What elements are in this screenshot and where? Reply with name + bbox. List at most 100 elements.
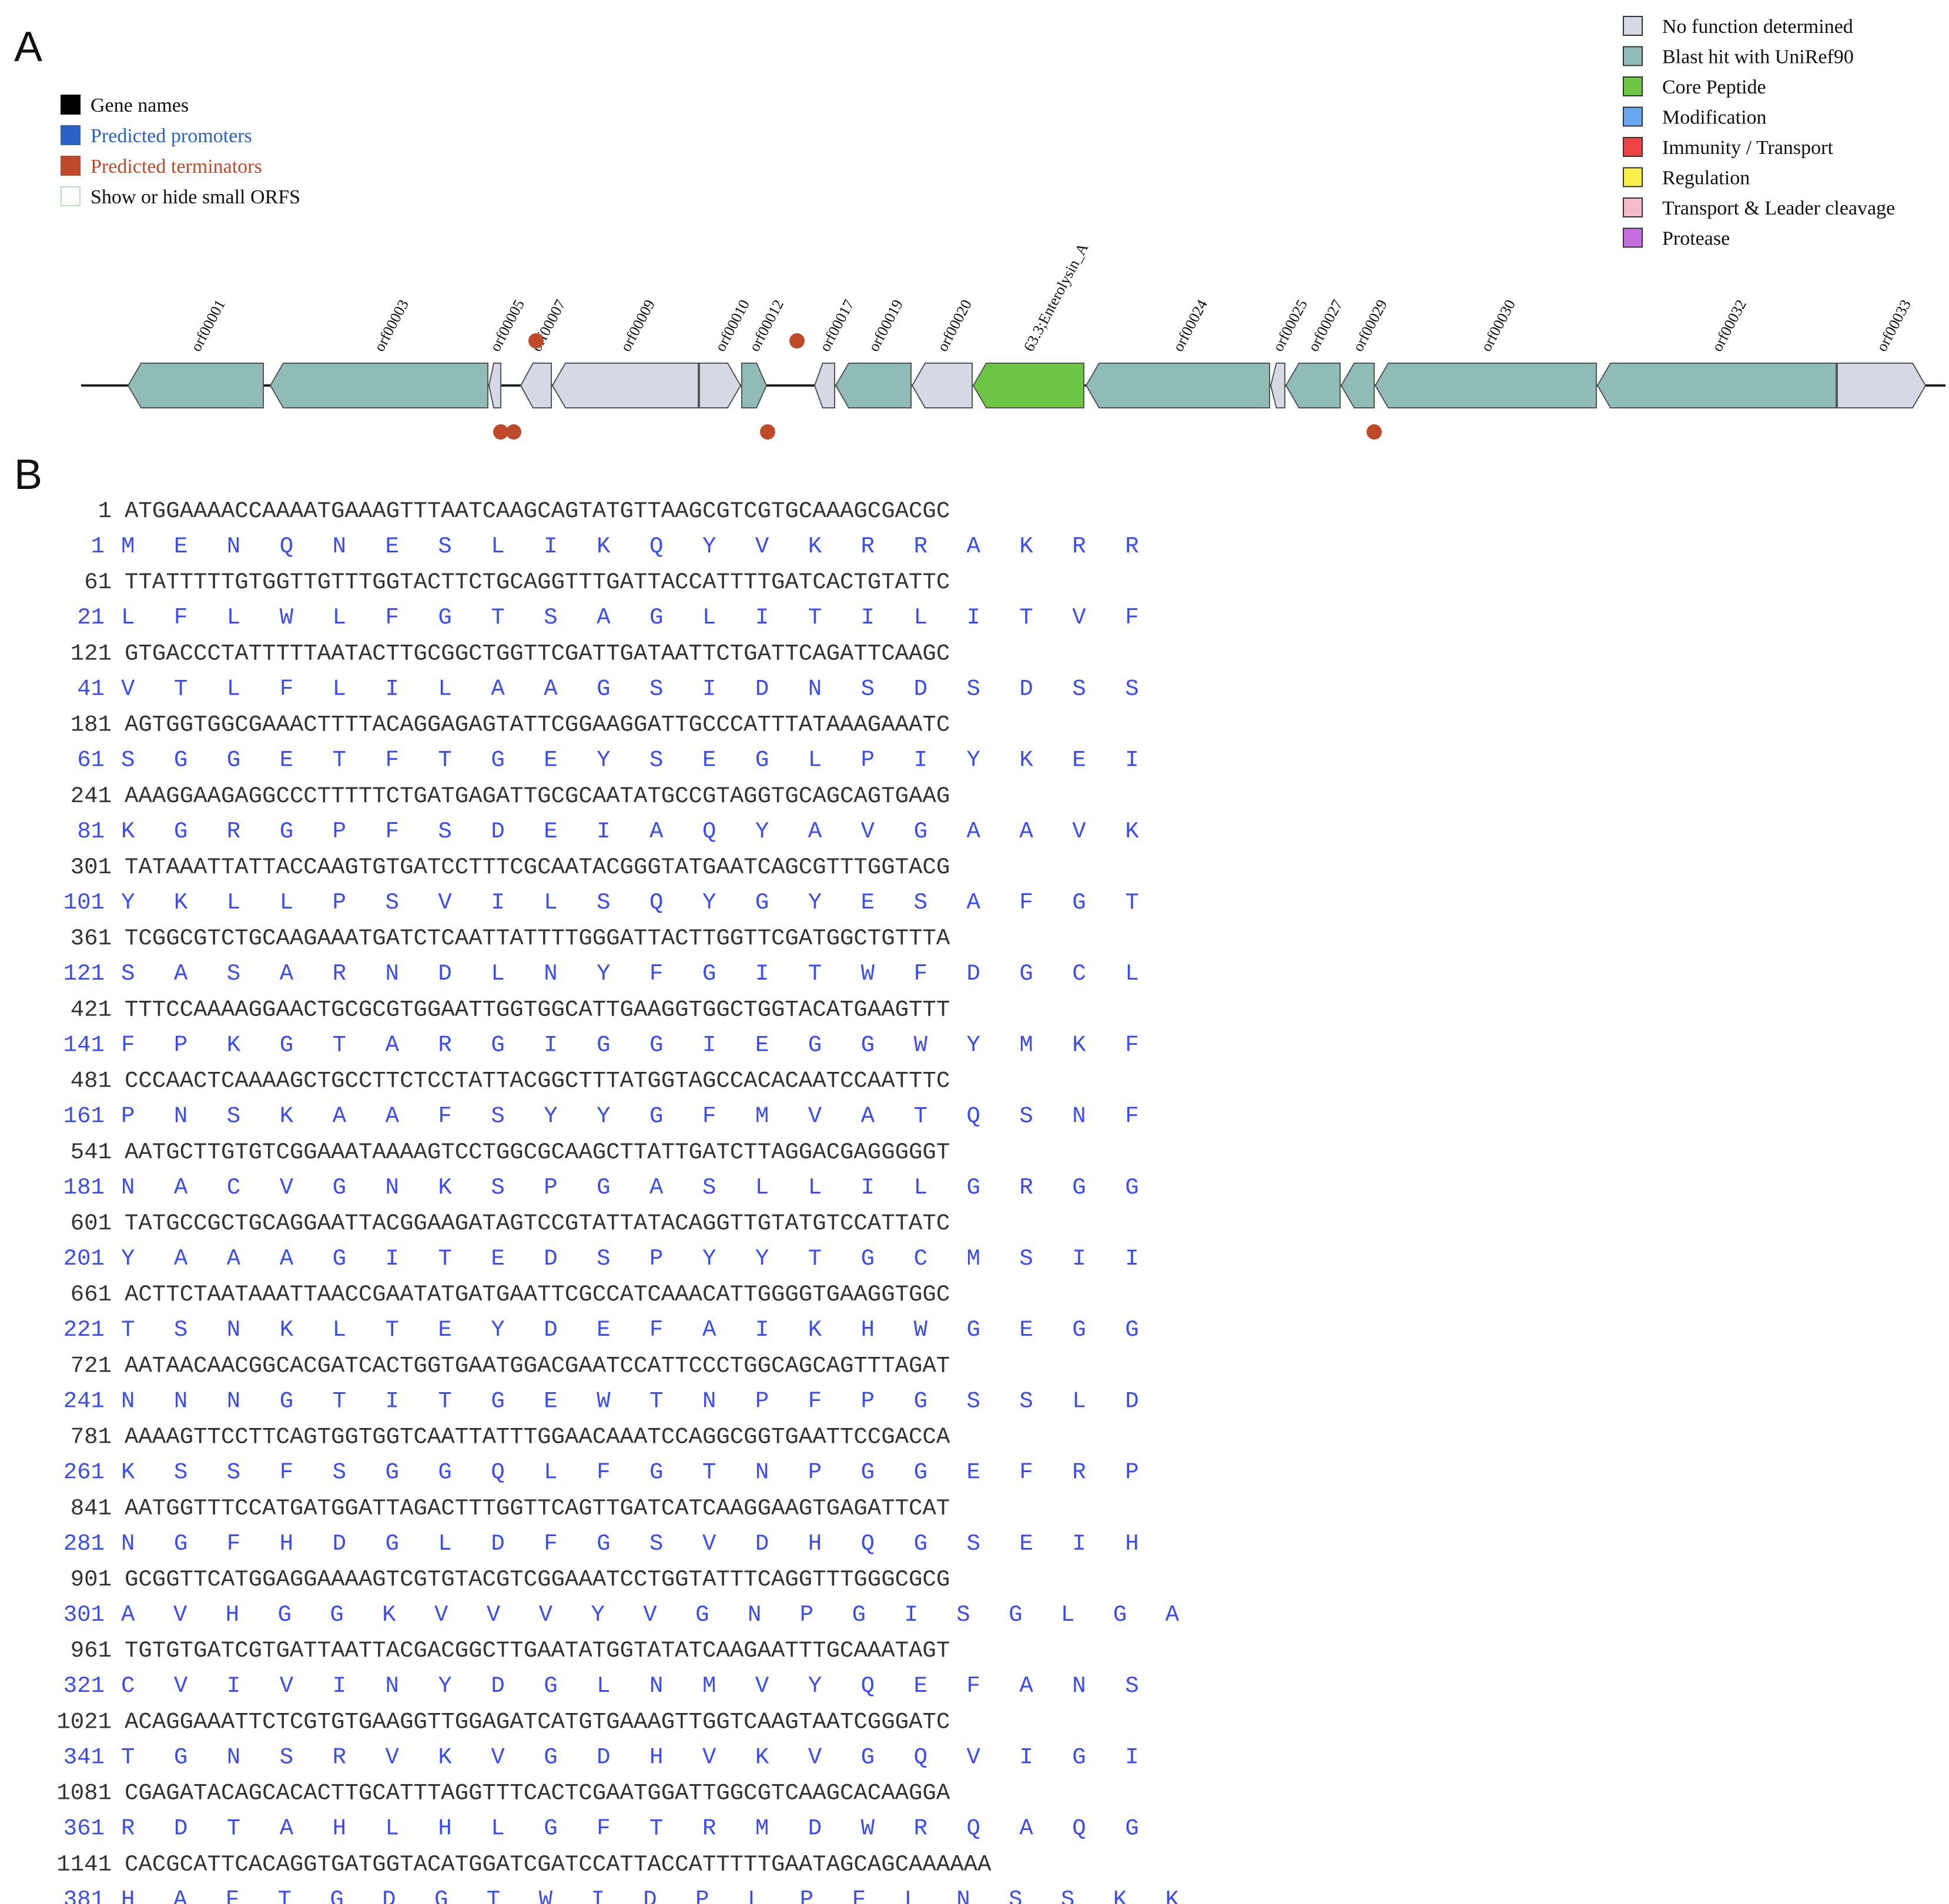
nt-position: 421	[71, 997, 112, 1023]
gene-arrow[interactable]	[551, 363, 699, 408]
sequence-panel: 1 ATGGAAAACCAAAATGAAAGTTTAATCAAGCAGTATGTT…	[56, 498, 1179, 1904]
amino-acid-row: P N S K A A F S Y Y G F M V A T Q S N F	[121, 1104, 1139, 1129]
gene-arrow[interactable]	[269, 363, 488, 408]
legend-label: Regulation	[1662, 167, 1750, 189]
nucleotide-row: TATAAATTATTACCAAGTGTGATCCTTTCGCAATACGGGT…	[125, 854, 950, 880]
nt-position: 181	[71, 712, 112, 738]
aa-position: 121	[63, 961, 105, 987]
terminator-dot	[1367, 424, 1382, 440]
legend-label: Modification	[1662, 107, 1767, 129]
nucleotide-row: AAAAGTTCCTTCAGTGGTGGTCAATTATTTGGAACAAATC…	[125, 1424, 950, 1450]
legend-swatch[interactable]	[61, 125, 81, 145]
gene-name-label: orf00020	[934, 297, 975, 354]
nt-position: 361	[71, 926, 112, 951]
gene-arrow[interactable]	[813, 363, 835, 408]
gene-arrow[interactable]	[1596, 363, 1837, 408]
nt-position: 1081	[56, 1781, 112, 1806]
legend-label: Transport & Leader cleavage	[1662, 197, 1895, 219]
aa-position: 61	[77, 747, 105, 773]
nt-position: 961	[71, 1638, 112, 1664]
aa-position: 321	[63, 1673, 105, 1699]
terminator-dot	[760, 424, 775, 440]
gene-name-label: orf00005	[487, 297, 528, 354]
gene-name-label: orf00030	[1478, 297, 1519, 354]
track-legend: Gene names Predicted promoters Predicted t…	[61, 95, 300, 208]
nt-position: 481	[71, 1068, 112, 1094]
aa-position: 201	[63, 1246, 105, 1272]
nucleotide-row: CCCAACTCAAAAGCTGCCTTCTCCTATTACGGCTTTATGG…	[125, 1068, 950, 1094]
aa-position: 241	[63, 1388, 105, 1414]
gene-arrow[interactable]	[1085, 363, 1270, 408]
gene-arrow[interactable]	[699, 363, 742, 408]
legend-swatch	[1623, 16, 1643, 36]
nt-position: 1	[98, 498, 112, 524]
legend-swatch	[1623, 76, 1643, 96]
amino-acid-row: T G N S R V K V G D H V K V G Q V I G I	[121, 1744, 1139, 1770]
legend-label: Immunity / Transport	[1662, 137, 1833, 159]
amino-acid-row: R D T A H L H L G F T R M D W R Q A Q G	[121, 1816, 1139, 1842]
aa-position: 1	[91, 534, 105, 559]
gene-name-label: orf00009	[617, 297, 658, 354]
nucleotide-row: GTGACCCTATTTTTAATACTTGCGGCTGGTTCGATTGATA…	[125, 641, 950, 666]
nucleotide-row: AAAGGAAGAGGCCCTTTTTCTGATGAGATTGCGCAATATG…	[125, 783, 950, 809]
legend-swatch[interactable]	[61, 186, 81, 206]
legend-swatch[interactable]	[61, 95, 81, 115]
aa-position: 21	[77, 605, 105, 631]
gene-arrow[interactable]	[835, 363, 912, 408]
aa-position: 381	[63, 1887, 105, 1904]
aa-position: 141	[63, 1032, 105, 1058]
nucleotide-row: TGTGTGATCGTGATTAATTACGACGGCTTGAATATGGTAT…	[125, 1638, 950, 1664]
nt-position: 661	[71, 1282, 112, 1308]
nucleotide-row: AATGCTTGTGTCGGAAATAAAAGTCCTGGCGCAAGCTTAT…	[125, 1139, 950, 1165]
nucleotide-row: ATGGAAAACCAAAATGAAAGTTTAATCAAGCAGTATGTTA…	[125, 498, 950, 524]
gene-arrow[interactable]	[911, 363, 973, 408]
amino-acid-row: Y K L L P S V I L S Q Y G Y E S A F G T	[121, 890, 1139, 916]
gene-arrow[interactable]	[741, 363, 768, 408]
gene-map: orf00001 orf00003 orf00005 orf00007 orf00009…	[127, 240, 1927, 408]
terminator-dot	[528, 333, 544, 348]
nt-position: 841	[71, 1496, 112, 1521]
amino-acid-row: S A S A R N D L N Y F G I T W F D G C L	[121, 961, 1139, 987]
nucleotide-row: CACGCATTCACAGGTGATGGTACATGGATCGATCCATTAC…	[125, 1852, 992, 1878]
gene-arrow[interactable]	[488, 363, 501, 408]
nt-position: 1021	[56, 1709, 112, 1735]
gene-arrow[interactable]	[1270, 363, 1285, 408]
gene-name-label: 63.3;Enterolysin_A	[1020, 240, 1092, 354]
legend-label: Protease	[1662, 228, 1730, 250]
amino-acid-row: A V H G G K V V V Y V G N P G I S G L G …	[121, 1602, 1180, 1628]
amino-acid-row: T S N K L T E Y D E F A I K H W G E G G	[121, 1317, 1139, 1343]
amino-acid-row: K G R G P F S D E I A Q Y A V G A A V K	[121, 819, 1139, 844]
amino-acid-row: C V I V I N Y D G L N M V Y Q E F A N S	[121, 1673, 1139, 1699]
aa-position: 341	[63, 1744, 105, 1770]
nt-position: 1141	[56, 1852, 112, 1878]
nt-position: 781	[71, 1424, 112, 1450]
nucleotide-row: TTATTTTTGTGGTTGTTTGGTACTTCTGCAGGTTTGATTA…	[125, 569, 950, 595]
gene-arrow[interactable]	[1340, 363, 1375, 408]
gene-arrow[interactable]	[520, 363, 552, 408]
gene-arrow[interactable]	[127, 363, 264, 408]
nucleotide-row: AATAACAACGGCACGATCACTGGTGAATGGACGAATCCAT…	[125, 1353, 950, 1379]
aa-position: 281	[63, 1531, 105, 1557]
nt-position: 541	[71, 1139, 112, 1165]
gene-arrow[interactable]	[1837, 363, 1927, 408]
aa-position: 181	[63, 1175, 105, 1201]
legend-label: Gene names	[91, 95, 189, 116]
aa-position: 301	[63, 1602, 105, 1628]
nucleotide-row: TATGCCGCTGCAGGAATTACGGAAGATAGTCCGTATTATA…	[125, 1211, 950, 1236]
amino-acid-row: M E N Q N E S L I K Q Y V K R R A K R R	[121, 534, 1139, 559]
aa-position: 41	[77, 676, 105, 702]
gene-arrow[interactable]	[972, 363, 1084, 408]
terminator-markers	[493, 333, 1382, 440]
nt-position: 301	[71, 854, 112, 880]
gene-arrow[interactable]	[1374, 363, 1597, 408]
function-legend: No function determined Blast hit with Uni…	[1623, 16, 1895, 250]
nucleotide-row: ACAGGAAATTCTCGTGTGAAGGTTGGAGATCATGTGAAAG…	[125, 1709, 950, 1735]
gene-arrow[interactable]	[1285, 363, 1341, 408]
amino-acid-row: F P K G T A R G I G G I E G G W Y M K F	[121, 1032, 1139, 1058]
terminator-dot	[789, 333, 805, 348]
gene-name-label: orf00027	[1305, 297, 1346, 354]
gene-name-label: orf00017	[816, 297, 858, 354]
legend-swatch[interactable]	[61, 156, 81, 176]
legend-label: Core Peptide	[1662, 76, 1766, 98]
nt-position: 901	[71, 1567, 112, 1593]
